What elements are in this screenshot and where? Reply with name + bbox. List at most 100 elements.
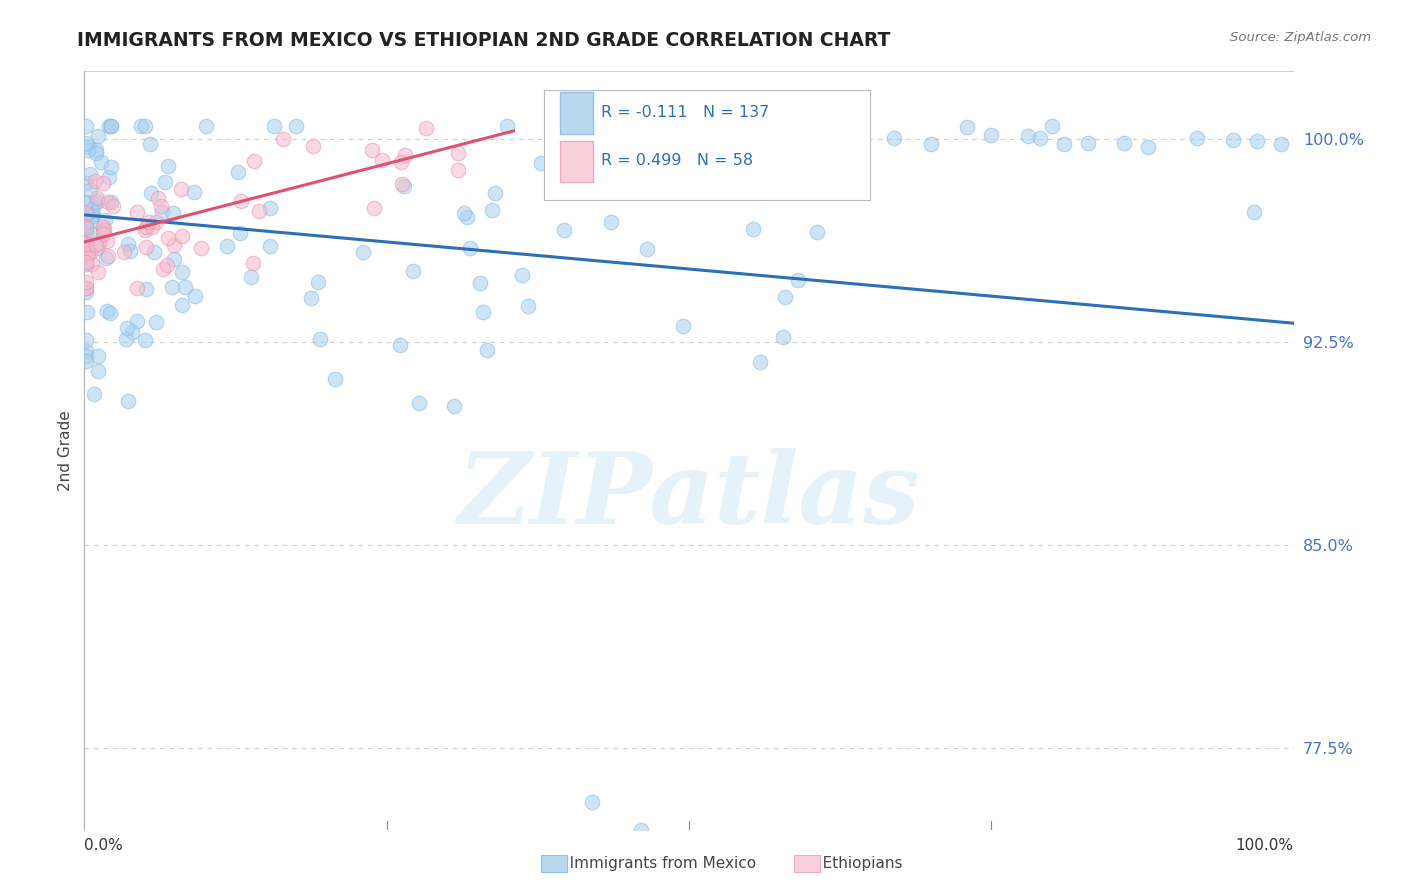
Point bbox=[883, 130, 905, 145]
Point bbox=[91, 220, 114, 235]
Point bbox=[114, 332, 136, 346]
Point bbox=[75, 227, 97, 242]
Point bbox=[75, 119, 97, 133]
Point bbox=[484, 186, 506, 200]
Point bbox=[135, 240, 157, 254]
Point bbox=[259, 238, 281, 252]
Point bbox=[172, 229, 194, 244]
Point bbox=[82, 210, 104, 224]
Point bbox=[475, 343, 498, 358]
Point bbox=[183, 185, 205, 199]
Point bbox=[84, 238, 107, 252]
Point bbox=[91, 227, 114, 241]
Point bbox=[956, 120, 979, 134]
Point bbox=[80, 227, 103, 241]
Point bbox=[443, 399, 465, 413]
Point bbox=[157, 231, 180, 245]
Point bbox=[243, 154, 266, 169]
Point bbox=[302, 139, 325, 153]
Point bbox=[91, 225, 114, 239]
Point bbox=[93, 222, 115, 236]
Point bbox=[741, 221, 763, 235]
Point bbox=[170, 182, 193, 196]
Text: R = 0.499   N = 58: R = 0.499 N = 58 bbox=[600, 153, 752, 168]
Point bbox=[980, 128, 1002, 143]
Text: Ethiopians: Ethiopians bbox=[808, 856, 903, 871]
Point bbox=[76, 305, 98, 319]
Point bbox=[75, 197, 97, 211]
Point bbox=[599, 215, 621, 229]
Point bbox=[773, 290, 796, 304]
Point bbox=[86, 191, 108, 205]
Point bbox=[325, 372, 347, 386]
Point bbox=[75, 206, 97, 220]
Point bbox=[145, 215, 167, 229]
Point bbox=[75, 285, 97, 299]
Text: Source: ZipAtlas.com: Source: ZipAtlas.com bbox=[1230, 31, 1371, 45]
Text: 100.0%: 100.0% bbox=[1236, 838, 1294, 853]
Point bbox=[112, 245, 135, 260]
Point bbox=[307, 275, 329, 289]
Point bbox=[242, 256, 264, 270]
Point bbox=[285, 119, 308, 133]
Point bbox=[787, 272, 810, 286]
Point bbox=[394, 147, 416, 161]
Point bbox=[97, 249, 120, 263]
Point bbox=[517, 299, 540, 313]
Text: ZIPatlas: ZIPatlas bbox=[458, 448, 920, 544]
Point bbox=[163, 252, 186, 267]
Point bbox=[184, 289, 207, 303]
Point bbox=[309, 332, 332, 346]
Text: 0.0%: 0.0% bbox=[84, 838, 124, 853]
Point bbox=[229, 194, 252, 208]
Point bbox=[1243, 204, 1265, 219]
Point bbox=[263, 119, 285, 133]
Point bbox=[75, 254, 97, 268]
Point bbox=[1246, 134, 1268, 148]
Point bbox=[156, 258, 179, 272]
Point bbox=[117, 236, 139, 251]
Point bbox=[190, 241, 212, 255]
Point bbox=[75, 344, 97, 359]
Point bbox=[170, 265, 193, 279]
Point bbox=[82, 208, 104, 222]
Point bbox=[96, 234, 118, 248]
Point bbox=[1114, 136, 1136, 151]
Point bbox=[76, 144, 98, 158]
Point bbox=[630, 822, 652, 837]
Point bbox=[157, 160, 180, 174]
Point bbox=[453, 206, 475, 220]
Point bbox=[75, 235, 97, 250]
Point bbox=[97, 170, 120, 185]
Point bbox=[103, 199, 125, 213]
Point bbox=[170, 298, 193, 312]
Point bbox=[75, 281, 97, 295]
Point bbox=[121, 325, 143, 339]
Point bbox=[371, 153, 394, 168]
Point bbox=[174, 280, 197, 294]
Point bbox=[100, 119, 122, 133]
Point bbox=[75, 219, 97, 233]
Point bbox=[150, 205, 173, 219]
Point bbox=[1185, 131, 1208, 145]
Point bbox=[79, 246, 101, 260]
Point bbox=[100, 161, 122, 175]
Point bbox=[145, 315, 167, 329]
Point bbox=[77, 246, 100, 260]
Point bbox=[389, 338, 412, 352]
Point bbox=[135, 282, 157, 296]
Point bbox=[152, 261, 174, 276]
Point bbox=[456, 210, 478, 224]
Point bbox=[75, 221, 97, 235]
Point bbox=[86, 194, 108, 208]
Point bbox=[125, 281, 148, 295]
Point bbox=[468, 276, 491, 290]
Point bbox=[80, 213, 103, 227]
Point bbox=[138, 215, 160, 229]
Point bbox=[75, 276, 97, 290]
Text: IMMIGRANTS FROM MEXICO VS ETHIOPIAN 2ND GRADE CORRELATION CHART: IMMIGRANTS FROM MEXICO VS ETHIOPIAN 2ND … bbox=[77, 31, 891, 50]
Point bbox=[143, 244, 166, 259]
Point bbox=[1053, 137, 1076, 152]
Point bbox=[98, 306, 121, 320]
FancyBboxPatch shape bbox=[560, 93, 593, 134]
